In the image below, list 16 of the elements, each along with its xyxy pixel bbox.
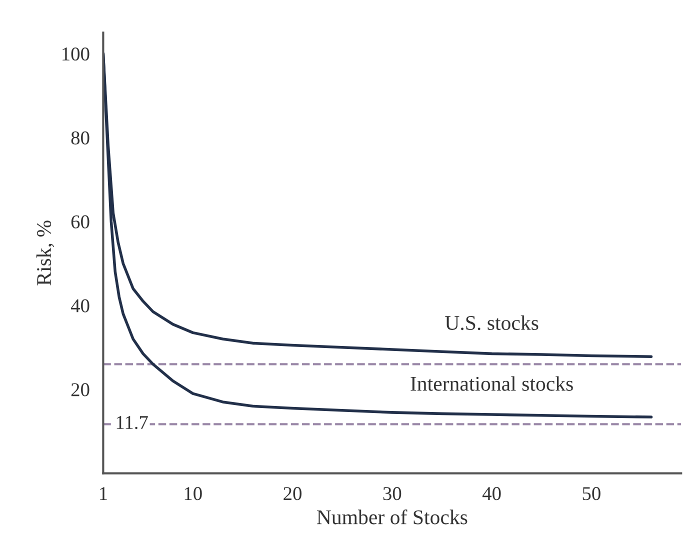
- x-tick-label: 20: [284, 487, 302, 500]
- y-tick-label: 40: [70, 299, 90, 312]
- y-tick-label: 100: [62, 47, 90, 61]
- x-tick-label: 40: [482, 487, 501, 500]
- y-tick-label: 60: [71, 215, 90, 228]
- y-tick-label: 20: [71, 383, 90, 396]
- y-tick-label: 80: [71, 131, 90, 144]
- x-tick-label: 30: [383, 487, 402, 500]
- x-axis-title: Number of Stocks: [316, 509, 468, 524]
- x-tick-label: 1: [100, 487, 107, 500]
- series-label: U.S. stocks: [445, 315, 538, 330]
- x-tick-label: 10: [184, 487, 202, 500]
- y-axis-title: Risk, %: [36, 220, 54, 286]
- series-label: International stocks: [410, 376, 573, 391]
- x-tick-label: 50: [582, 487, 600, 500]
- ref-line-label: 11.7: [116, 416, 148, 430]
